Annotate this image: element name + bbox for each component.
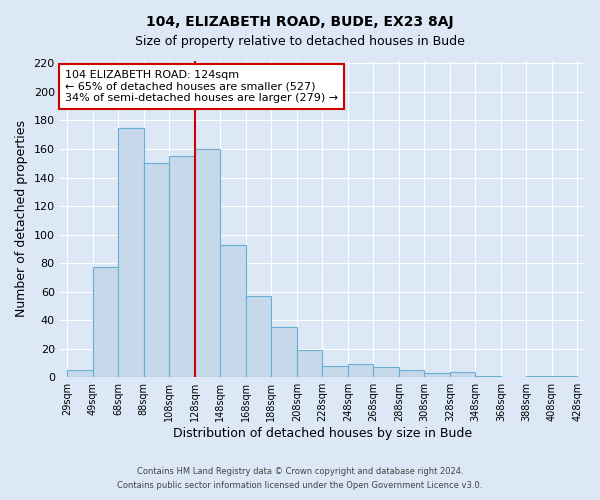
- Bar: [93, 268, 118, 377]
- Bar: [297, 350, 322, 377]
- Text: Contains HM Land Registry data © Crown copyright and database right 2024.
Contai: Contains HM Land Registry data © Crown c…: [118, 468, 482, 489]
- Bar: [373, 367, 399, 377]
- Bar: [475, 376, 501, 377]
- Bar: [552, 376, 577, 377]
- Bar: [399, 370, 424, 377]
- Bar: [246, 296, 271, 377]
- Bar: [424, 373, 450, 377]
- Text: 104 ELIZABETH ROAD: 124sqm
← 65% of detached houses are smaller (527)
34% of sem: 104 ELIZABETH ROAD: 124sqm ← 65% of deta…: [65, 70, 338, 103]
- Bar: [220, 244, 246, 377]
- Bar: [271, 328, 297, 377]
- X-axis label: Distribution of detached houses by size in Bude: Distribution of detached houses by size …: [173, 427, 472, 440]
- Text: 104, ELIZABETH ROAD, BUDE, EX23 8AJ: 104, ELIZABETH ROAD, BUDE, EX23 8AJ: [146, 15, 454, 29]
- Text: Size of property relative to detached houses in Bude: Size of property relative to detached ho…: [135, 35, 465, 48]
- Bar: [322, 366, 348, 377]
- Bar: [195, 149, 220, 377]
- Y-axis label: Number of detached properties: Number of detached properties: [15, 120, 28, 318]
- Bar: [118, 128, 144, 377]
- Bar: [67, 370, 93, 377]
- Bar: [348, 364, 373, 377]
- Bar: [169, 156, 195, 377]
- Bar: [450, 372, 475, 377]
- Bar: [526, 376, 552, 377]
- Bar: [144, 163, 169, 377]
